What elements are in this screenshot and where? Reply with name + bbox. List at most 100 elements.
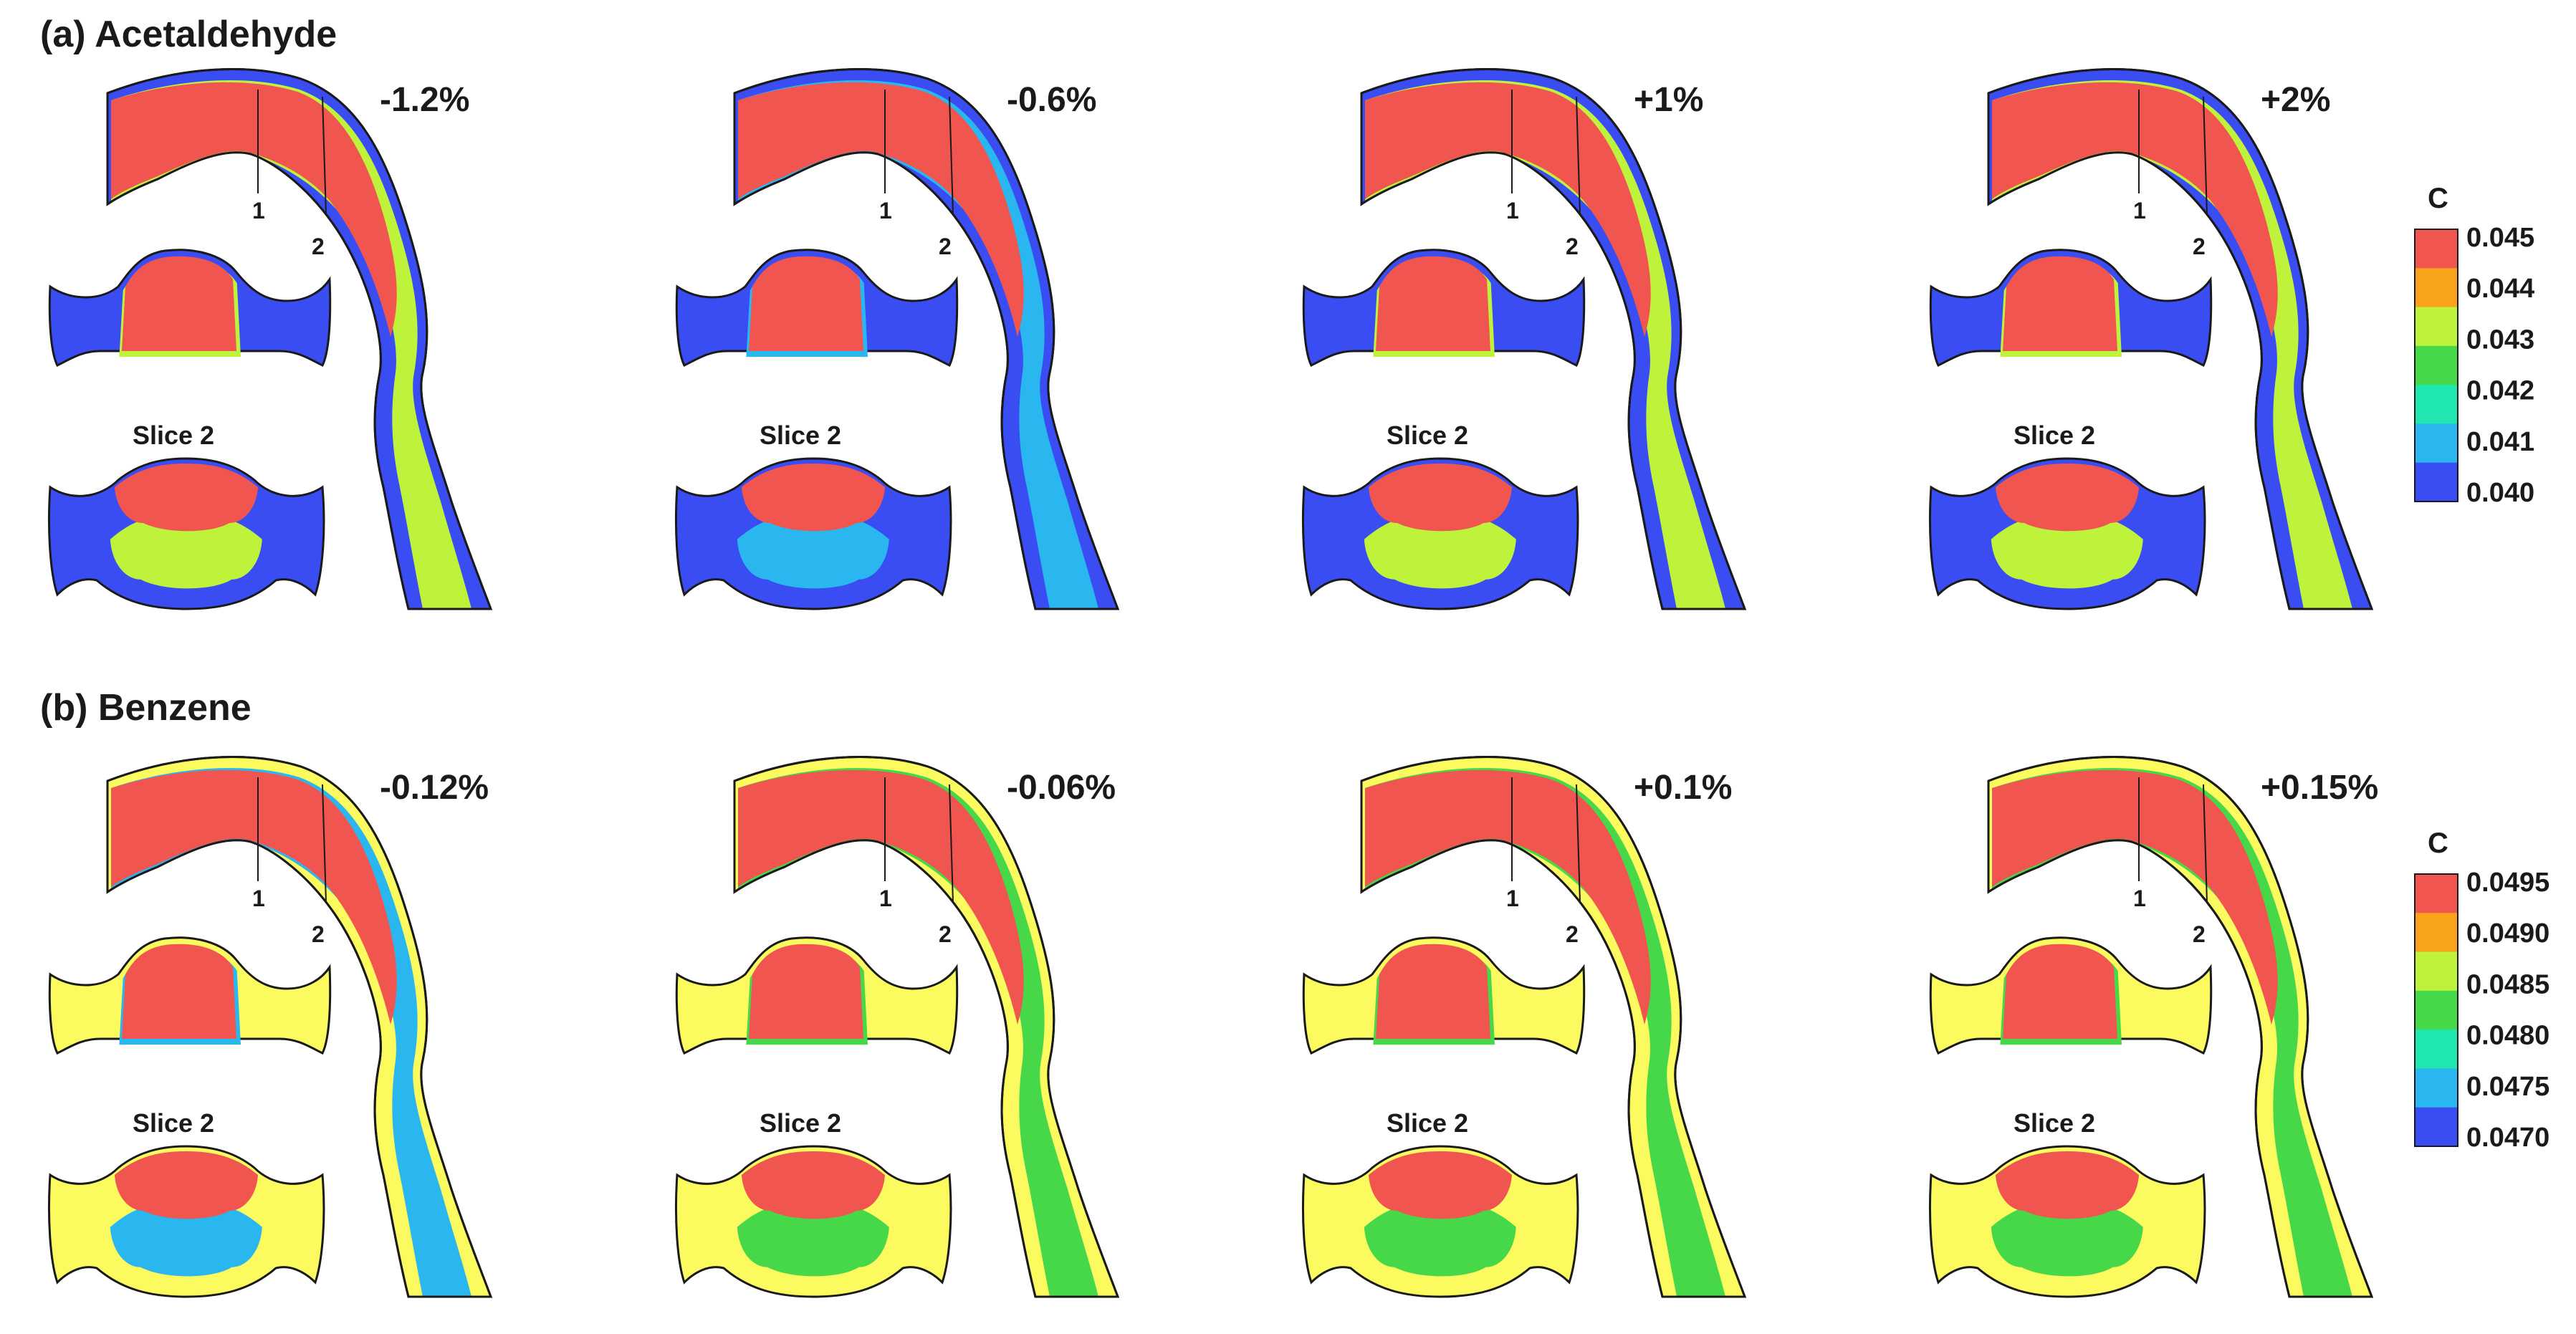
slice-2-section — [1301, 1145, 1579, 1298]
slice-2-section — [1301, 457, 1579, 610]
slice-marker-1: 1 — [252, 198, 265, 224]
slice-2-core — [742, 464, 885, 532]
slice-line-2 — [322, 784, 327, 903]
slice-2-mid — [737, 1200, 889, 1277]
colorbar-tick-label: 0.0475 — [2466, 1072, 2549, 1102]
colorbar-tick-label: 0.044 — [2466, 274, 2534, 304]
slice-2-mid — [110, 1200, 262, 1277]
slice-marker-1: 1 — [2133, 198, 2146, 224]
slice-1-section — [1929, 936, 2213, 1055]
colorbar-label: C — [2428, 183, 2448, 214]
colorbar-tick-label: 0.0470 — [2466, 1123, 2549, 1153]
slice-marker-2: 2 — [1566, 921, 1579, 947]
slice-2-label: Slice 2 — [2014, 421, 2095, 450]
slice-2-label: Slice 2 — [2014, 1108, 2095, 1138]
colorbar-swatch-orange — [2415, 913, 2458, 953]
percent-change-label: -1.2% — [380, 81, 469, 119]
colorbar-tick-label: 0.0485 — [2466, 969, 2549, 999]
slice-line-2 — [949, 784, 954, 903]
colorbar-swatch-green — [2415, 990, 2458, 1031]
slice-2-label: Slice 2 — [1387, 421, 1468, 450]
colorbar-swatch-teal — [2415, 1030, 2458, 1070]
percent-change-label: +2% — [2261, 81, 2330, 119]
slice-2-label: Slice 2 — [760, 421, 841, 450]
slice-line-2 — [949, 96, 954, 216]
slice-2-mid — [1991, 1200, 2143, 1277]
slice-2-core — [1369, 464, 1512, 532]
airway-border — [1987, 756, 2374, 1298]
slice-2-core — [115, 1151, 258, 1219]
colorbar-swatch-lightblue — [2415, 423, 2458, 464]
slice-2-mid — [737, 512, 889, 589]
airway-core-concentration — [1992, 769, 2278, 1025]
colorbar-swatch-lime — [2415, 307, 2458, 347]
colorbar-tick-label: 0.0495 — [2466, 868, 2549, 898]
colorbar: C 0.045 0.044 0.043 0.042 0.041 0.040 — [2414, 183, 2534, 508]
slice-marker-2: 2 — [312, 234, 325, 259]
slice-2-label: Slice 2 — [760, 1108, 841, 1138]
case-3: 12+0.1%Slice 1Slice 2 — [1301, 756, 1747, 1298]
slice-marker-2: 2 — [1566, 234, 1579, 259]
slice-marker-2: 2 — [312, 921, 325, 947]
slice-2-section — [1928, 1145, 2206, 1298]
airway-border — [1360, 756, 1747, 1298]
slice-2-mid — [110, 512, 262, 589]
airway-border — [106, 756, 493, 1298]
colorbar-frame — [2414, 873, 2458, 1147]
colorbar-tick-label: 0.043 — [2466, 325, 2534, 355]
percent-change-label: +1% — [1634, 81, 1703, 119]
slice-2-section — [47, 457, 325, 610]
slice-2-core — [1996, 1151, 2139, 1219]
slice-1-section — [675, 936, 959, 1055]
slice-1-section — [1302, 249, 1586, 368]
colorbar-swatch-red — [2415, 229, 2458, 269]
airway-border — [106, 68, 493, 610]
slice-1-section — [675, 249, 959, 368]
airway-core-concentration — [1365, 82, 1651, 337]
slice-2-core — [742, 1151, 885, 1219]
slice-2-label: Slice 2 — [133, 1108, 214, 1138]
slice-1-core — [1376, 944, 1490, 1039]
slice-1-core — [1376, 256, 1490, 351]
colorbar-frame — [2414, 229, 2458, 502]
colorbar-swatch-green — [2415, 345, 2458, 386]
slice-1-section — [1929, 249, 2213, 368]
airway-border — [1987, 68, 2374, 610]
airway-border — [733, 68, 1120, 610]
slice-2-section — [47, 1145, 325, 1298]
slice-1-core — [749, 256, 863, 351]
slice-2-section — [674, 1145, 952, 1298]
case-4: 12+0.15%Slice 1Slice 2 — [1928, 756, 2378, 1298]
airway-core-concentration — [111, 769, 397, 1025]
slice-1-core — [749, 944, 863, 1039]
slice-marker-2: 2 — [2193, 234, 2206, 259]
percent-change-label: -0.6% — [1007, 81, 1096, 119]
slice-1-section — [48, 936, 332, 1055]
case-2: 12-0.6%Slice 1Slice 2 — [674, 68, 1120, 610]
panel-title: (a) Acetaldehyde — [40, 14, 337, 55]
slice-marker-1: 1 — [1506, 198, 1519, 224]
slice-1-section — [48, 249, 332, 368]
slice-line-2 — [2203, 784, 2208, 903]
airway-core-concentration — [738, 82, 1024, 337]
colorbar: C 0.0495 0.0490 0.0485 0.0480 0.0475 0.0470 — [2414, 827, 2549, 1153]
slice-line-2 — [322, 96, 327, 216]
slice-2-section — [674, 457, 952, 610]
slice-marker-1: 1 — [2133, 886, 2146, 911]
airway-core-concentration — [738, 769, 1024, 1025]
slice-2-section — [1928, 457, 2206, 610]
slice-2-core — [1996, 464, 2139, 532]
colorbar-swatch-blue — [2415, 1107, 2458, 1147]
airway-border — [1360, 68, 1747, 610]
case-2: 12-0.06%Slice 1Slice 2 — [674, 756, 1120, 1298]
slice-marker-2: 2 — [939, 921, 952, 947]
slice-1-core — [122, 256, 236, 351]
colorbar-swatch-teal — [2415, 385, 2458, 425]
slice-2-core — [1369, 1151, 1512, 1219]
slice-marker-1: 1 — [879, 886, 892, 911]
slice-1-core — [2003, 256, 2117, 351]
airway-border — [733, 756, 1120, 1298]
slice-1-core — [2003, 944, 2117, 1039]
